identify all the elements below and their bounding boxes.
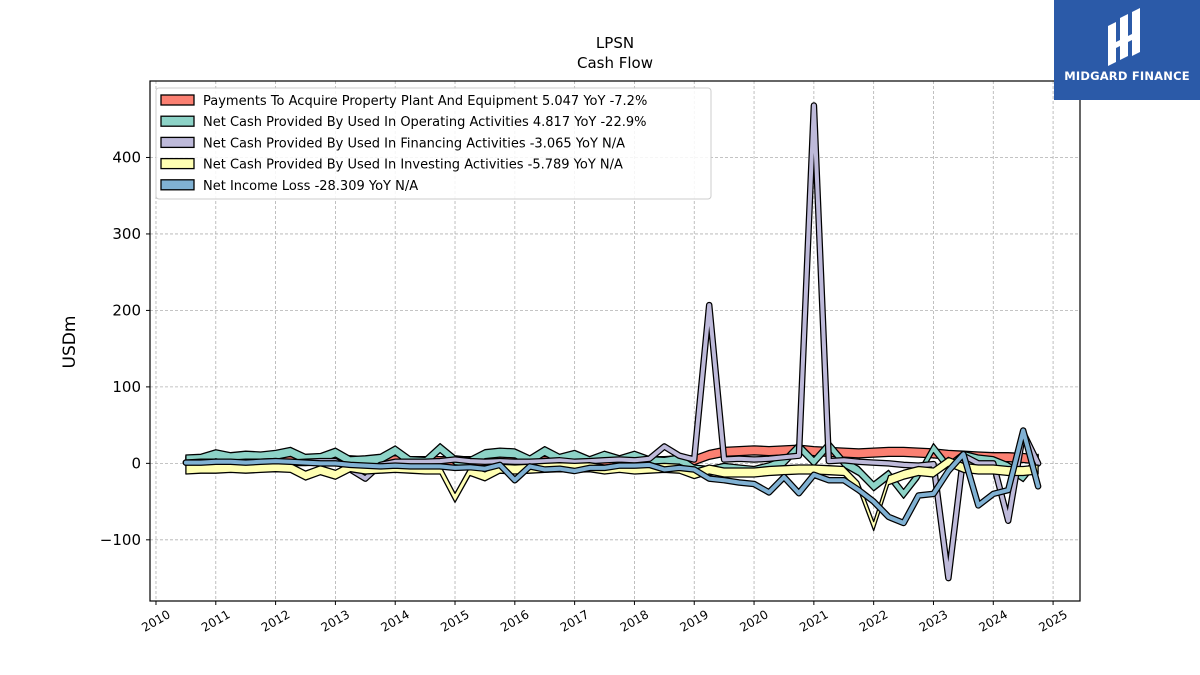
x-tick-label: 2017 bbox=[558, 607, 591, 634]
y-tick-label: 100 bbox=[112, 378, 141, 396]
x-tick-label: 2010 bbox=[139, 607, 172, 634]
series-4-line bbox=[183, 428, 1041, 525]
plot-frame bbox=[149, 80, 1081, 602]
chart-subtitle: Cash Flow bbox=[577, 54, 653, 72]
x-tick-label: 2022 bbox=[857, 607, 890, 634]
x-tick-label: 2012 bbox=[259, 607, 292, 634]
legend: Payments To Acquire Property Plant And E… bbox=[155, 87, 712, 200]
brand-name: MIDGARD FINANCE bbox=[1064, 69, 1190, 83]
brand-logo-icon bbox=[1108, 8, 1140, 66]
y-tick-label: −100 bbox=[100, 531, 141, 549]
plot-area bbox=[182, 102, 1042, 582]
y-tick-label: 300 bbox=[112, 225, 141, 243]
legend-swatch bbox=[160, 157, 195, 170]
legend-swatch bbox=[160, 94, 195, 106]
x-tick-label: 2023 bbox=[917, 607, 950, 634]
x-tick-label: 2013 bbox=[319, 607, 352, 634]
legend-swatch bbox=[160, 179, 195, 191]
y-axis-label: USDm bbox=[60, 316, 80, 369]
x-tick-label: 2018 bbox=[618, 607, 651, 634]
legend-entry: Net Cash Provided By Used In Investing A… bbox=[203, 158, 623, 173]
y-tick-label: 200 bbox=[112, 301, 141, 319]
x-tick-label: 2014 bbox=[378, 607, 411, 634]
legend-entry: Net Income Loss -28.309 YoY N/A bbox=[203, 179, 418, 194]
legend-entry: Net Cash Provided By Used In Financing A… bbox=[203, 136, 625, 151]
axes: 2010 2011 2012 2013 2014 2015 2016 2017 2018 2019… bbox=[100, 148, 1070, 634]
y-tick-label: 0 bbox=[131, 454, 141, 472]
y-tick-label: 400 bbox=[112, 148, 141, 166]
x-tick-label: 2019 bbox=[678, 607, 711, 634]
legend-entry: Net Cash Provided By Used In Operating A… bbox=[203, 115, 646, 130]
x-tick-label: 2025 bbox=[1036, 607, 1069, 634]
x-tick-label: 2015 bbox=[438, 607, 471, 634]
legend-swatch bbox=[160, 136, 195, 149]
x-tick-label: 2021 bbox=[797, 607, 830, 634]
x-tick-label: 2016 bbox=[498, 607, 531, 634]
x-tick-label: 2011 bbox=[199, 607, 232, 634]
legend-swatch bbox=[160, 115, 195, 127]
legend-box bbox=[155, 87, 712, 200]
chart-title: LPSN bbox=[596, 34, 634, 52]
brand-logo: MIDGARD FINANCE bbox=[1054, 0, 1200, 100]
x-tick-label: 2024 bbox=[977, 607, 1010, 634]
x-tick-label: 2020 bbox=[737, 607, 770, 634]
legend-entry: Payments To Acquire Property Plant And E… bbox=[203, 94, 647, 109]
